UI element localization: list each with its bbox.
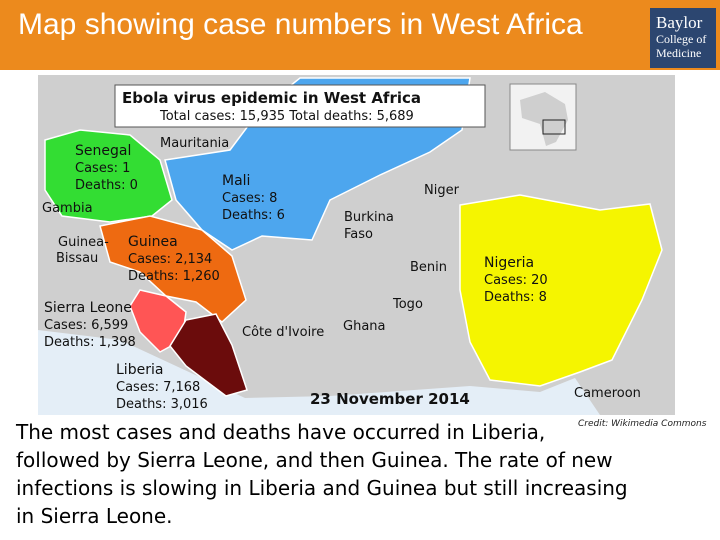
country-cases: Cases: 6,599	[44, 318, 128, 333]
credit: Credit: Wikimedia Commons	[578, 419, 707, 429]
country-cases: Cases: 20	[484, 273, 548, 288]
country-deaths: Deaths: 6	[222, 208, 285, 223]
logo-text: Baylor	[656, 13, 703, 32]
place-name: Côte d'Ivoire	[242, 325, 324, 340]
country-cases: Cases: 1	[75, 161, 130, 176]
body-text: The most cases and deaths have occurred …	[16, 418, 628, 530]
country-cases: Cases: 2,134	[128, 252, 212, 267]
map-title-box	[114, 84, 486, 128]
logo: Baylor College of Medicine	[650, 8, 716, 68]
country-cases: Cases: 8	[222, 191, 277, 206]
place-name: Mauritania	[160, 136, 229, 151]
map-date: 23 November 2014	[310, 390, 470, 408]
body-line: followed by Sierra Leone, and then Guine…	[16, 448, 613, 472]
country-deaths: Deaths: 1,398	[44, 335, 136, 350]
header: Map showing case numbers in West Africa …	[0, 0, 720, 70]
country-name: Sierra Leone	[44, 300, 132, 316]
inset-africa	[520, 92, 568, 146]
body-line: The most cases and deaths have occurred …	[16, 420, 546, 444]
inset-frame	[542, 119, 566, 135]
place-name: Guinea-	[58, 235, 109, 250]
liberia	[169, 313, 248, 397]
logo-text: College of	[656, 32, 707, 46]
map: Ebola virus epidemic in West Africa Tota…	[38, 75, 675, 415]
guinea	[99, 215, 247, 323]
country-cases: Cases: 7,168	[116, 380, 200, 395]
nigeria	[459, 194, 663, 387]
country-deaths: Deaths: 0	[75, 178, 138, 193]
place-name: Ghana	[343, 319, 386, 334]
country-deaths: Deaths: 8	[484, 290, 547, 305]
country-deaths: Deaths: 3,016	[116, 397, 208, 412]
logo-text: Medicine	[656, 46, 702, 60]
place-name: Faso	[344, 227, 373, 242]
place-name: Bissau	[56, 251, 98, 266]
country-name: Nigeria	[484, 255, 534, 271]
body-line: infections is slowing in Liberia and Gui…	[16, 476, 628, 500]
senegal	[44, 129, 173, 223]
place-name: Niger	[424, 183, 460, 198]
slide-title: Map showing case numbers in West Africa	[18, 8, 583, 41]
country-name: Mali	[222, 173, 250, 189]
place-name: Gambia	[42, 201, 93, 216]
body-line: in Sierra Leone.	[16, 504, 173, 528]
country-name: Guinea	[128, 234, 178, 250]
place-name: Burkina	[344, 210, 394, 225]
country-name: Senegal	[75, 143, 131, 159]
place-name: Togo	[392, 297, 423, 312]
place-name: Cameroon	[574, 386, 641, 401]
country-name: Liberia	[116, 362, 163, 378]
map-title: Ebola virus epidemic in West Africa	[122, 89, 421, 107]
sea	[38, 330, 600, 415]
map-totals: Total cases: 15,935 Total deaths: 5,689	[159, 109, 414, 124]
country-deaths: Deaths: 1,260	[128, 269, 220, 284]
place-name: Benin	[410, 260, 447, 275]
